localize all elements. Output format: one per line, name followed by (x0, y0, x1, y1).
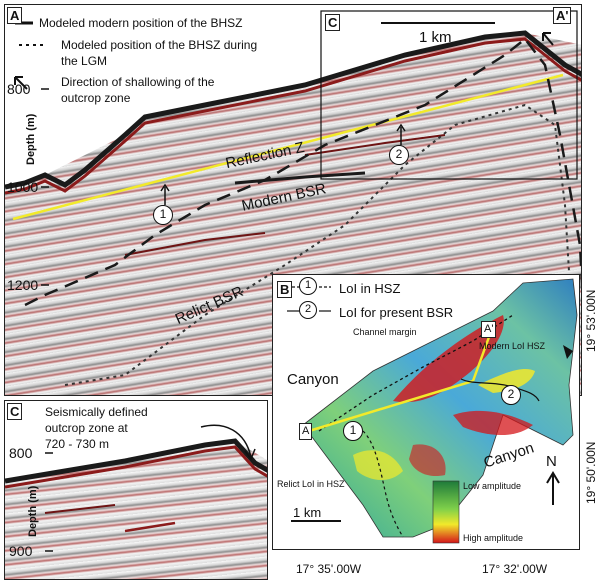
north-arrow-icon (547, 473, 559, 505)
depth-tick-800: 800 (7, 81, 30, 97)
panel-b-letter: B (277, 281, 292, 298)
inset-scale-label: 1 km (419, 29, 452, 46)
legend-loi-hsz: LoI in HSZ (339, 281, 400, 296)
panel-a-letter: A (7, 7, 22, 24)
outcrop-note-line2: outcrop zone at (45, 421, 128, 435)
inset-depth-tick-800: 800 (9, 445, 32, 461)
amplitude-map-panel-b: B 1 LoI in HSZ 2 LoI for present BSR Cha… (272, 274, 580, 550)
coord-right-bottom: 19° 50'.00N (584, 442, 598, 504)
depth-tick-1000: 1000 (7, 179, 38, 195)
modern-bsr-reflection (235, 173, 365, 183)
amp-low-label: Low amplitude (463, 481, 521, 492)
legend-modern-bhsz: Modeled modern position of the BHSZ (39, 16, 242, 30)
amp-high-label: High amplitude (463, 533, 523, 544)
depth-axis-title: Depth (m) (25, 114, 37, 165)
legend-lgm-bhsz-line2: the LGM (61, 54, 107, 68)
legend-hsz-marker: 1 (299, 277, 317, 295)
modern-loi-label: Modern LoI HSZ (479, 341, 545, 352)
north-label: N (546, 453, 557, 470)
map-marker-2: 2 (501, 385, 521, 405)
amplitude-colorbar (433, 481, 459, 543)
legend-bsr-marker: 2 (299, 301, 317, 319)
coord-bottom-left: 17° 35'.00W (296, 562, 361, 576)
seismic-inset-panel-c: C Seismically defined outcrop zone at 72… (4, 400, 268, 580)
relict-loi-label: Relict LoI in HSZ (277, 479, 345, 490)
marker-2: 2 (389, 145, 409, 165)
panel-a-end-letter: A' (553, 7, 571, 24)
map-profile-end: A' (481, 321, 496, 338)
legend-shallowing-line1: Direction of shallowing of the (61, 75, 214, 89)
map-profile-start: A (299, 423, 312, 440)
legend-loi-bsr: LoI for present BSR (339, 305, 453, 320)
coord-bottom-right: 17° 32'.00W (482, 562, 547, 576)
coord-right-top: 19° 53'.00N (584, 290, 598, 352)
legend-shallowing-line2: outcrop zone (61, 91, 130, 105)
inset-depth-title: Depth (m) (27, 486, 39, 537)
depth-tick-1200: 1200 (7, 277, 38, 293)
outcrop-note-line3: 720 - 730 m (45, 437, 109, 451)
legend-lgm-bhsz-line1: Modeled position of the BHSZ during (61, 38, 257, 52)
marker-1: 1 (153, 205, 173, 225)
outcrop-note-line1: Seismically defined (45, 405, 148, 419)
channel-margin-label: Channel margin (353, 327, 417, 338)
map-marker-1: 1 (343, 421, 363, 441)
inset-c-letter: C (325, 14, 340, 31)
canyon-left-label: Canyon (287, 371, 339, 388)
inset-depth-tick-900: 900 (9, 543, 32, 559)
map-scale-label: 1 km (293, 505, 321, 520)
panel-c-letter: C (7, 403, 22, 420)
